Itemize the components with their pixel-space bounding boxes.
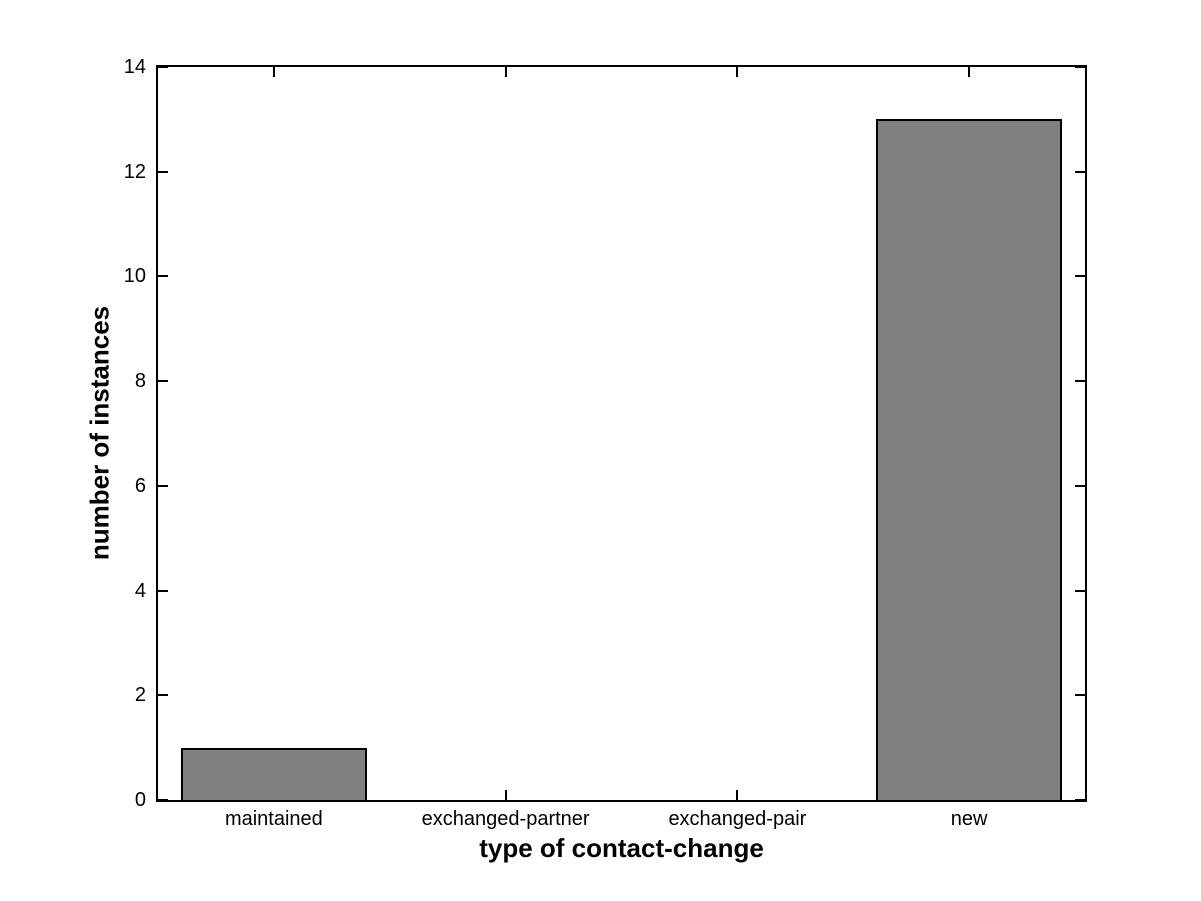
y-tick-right [1075,484,1085,487]
y-tick-left [158,694,168,697]
x-tick-top [736,67,739,77]
x-tick-top [272,67,275,77]
y-tick-label: 14 [123,56,146,78]
y-tick-left [158,799,168,801]
y-tick-right [1075,170,1085,173]
y-tick-right [1075,589,1085,592]
x-axis-label: type of contact-change [479,833,764,863]
y-tick-left [158,484,168,487]
x-tick-top [968,67,971,77]
y-tick-right [1075,380,1085,383]
y-tick-left [158,380,168,383]
y-tick-left [158,275,168,278]
x-tick-bottom [504,790,507,800]
y-axis-label: number of instances [84,305,115,561]
y-tick-right [1075,694,1085,697]
y-tick-right [1075,275,1085,278]
y-tick-label: 6 [134,474,146,497]
x-tick-label-exchanged-pair: exchanged-pair [668,808,807,830]
plot-area [156,65,1087,802]
y-tick-left [158,589,168,592]
y-tick-label: 4 [134,579,146,602]
y-tick-label: 2 [134,684,146,707]
x-tick-bottom [736,790,739,800]
y-tick-left [158,170,168,173]
x-tick-label-exchanged-partner: exchanged-partner [421,808,590,830]
y-tick-right [1075,799,1085,801]
y-tick-label: 8 [134,370,146,393]
y-tick-right [1075,66,1085,68]
y-tick-left [158,66,168,68]
x-tick-label-new: new [950,808,988,830]
x-tick-top [504,67,507,77]
y-tick-label: 10 [123,265,146,288]
chart-bar-maintained [181,747,367,800]
x-tick-label-maintained: maintained [224,808,323,830]
y-tick-label: 0 [134,789,146,811]
chart-bar-new [876,119,1062,800]
y-tick-label: 12 [123,160,146,183]
